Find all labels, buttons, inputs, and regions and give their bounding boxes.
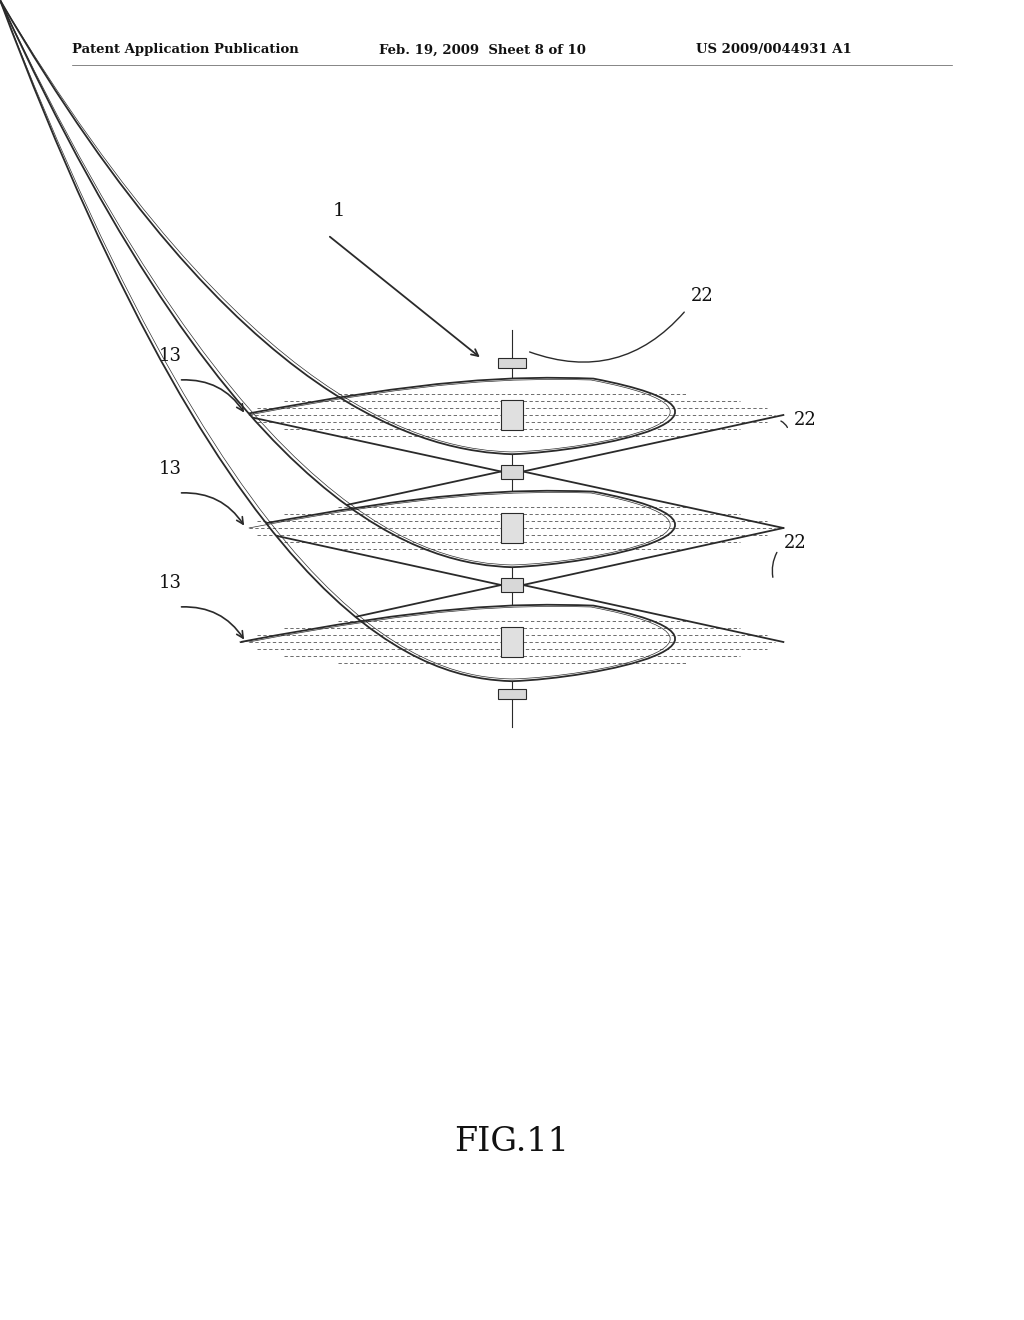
Bar bbox=[501, 627, 523, 657]
Bar bbox=[501, 512, 523, 544]
Bar bbox=[498, 689, 526, 700]
Bar bbox=[501, 465, 523, 479]
Bar bbox=[501, 400, 523, 430]
Bar bbox=[498, 358, 526, 368]
Text: FIG.11: FIG.11 bbox=[455, 1126, 569, 1158]
Text: 1: 1 bbox=[333, 202, 345, 220]
Text: US 2009/0044931 A1: US 2009/0044931 A1 bbox=[696, 44, 852, 57]
Bar bbox=[501, 578, 523, 591]
Text: 13: 13 bbox=[159, 574, 181, 591]
Text: Patent Application Publication: Patent Application Publication bbox=[72, 44, 298, 57]
Text: 13: 13 bbox=[159, 459, 181, 478]
Text: 13: 13 bbox=[159, 347, 181, 366]
Text: 22: 22 bbox=[794, 411, 816, 429]
Text: 22: 22 bbox=[783, 535, 806, 552]
PathPatch shape bbox=[0, 378, 675, 1320]
PathPatch shape bbox=[0, 605, 675, 1320]
Text: Feb. 19, 2009  Sheet 8 of 10: Feb. 19, 2009 Sheet 8 of 10 bbox=[379, 44, 586, 57]
PathPatch shape bbox=[0, 491, 675, 1320]
Text: 22: 22 bbox=[691, 286, 714, 305]
